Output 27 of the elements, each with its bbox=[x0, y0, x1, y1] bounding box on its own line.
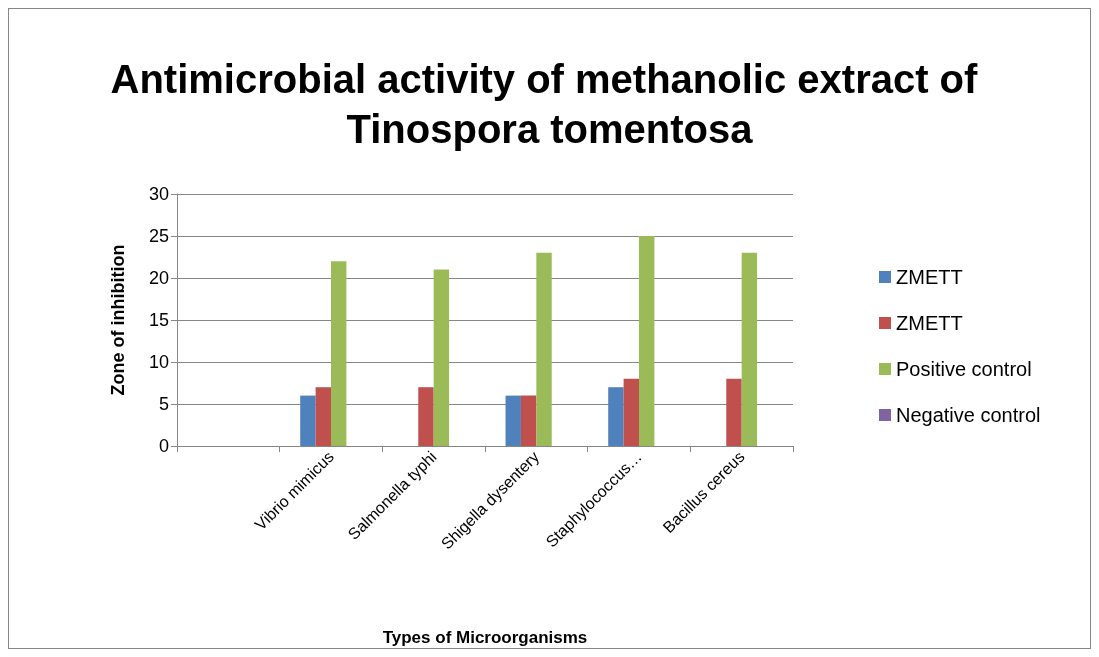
legend-label: Positive control bbox=[896, 358, 1032, 380]
chart-title: Antimicrobial activity of methanolic extract of Tinospora tomentosa bbox=[110, 57, 989, 151]
y-tick-label: 10 bbox=[148, 352, 169, 372]
bar bbox=[536, 252, 552, 446]
y-tick-label: 30 bbox=[148, 184, 169, 204]
bar bbox=[433, 269, 450, 446]
legend-label: ZMETT bbox=[896, 312, 963, 334]
bar bbox=[520, 395, 537, 446]
y-tick-label: 25 bbox=[148, 226, 169, 246]
bar bbox=[741, 252, 758, 446]
bar bbox=[623, 378, 639, 446]
x-axis-title: Types of Microorganisms bbox=[382, 628, 588, 647]
bar bbox=[315, 387, 331, 446]
legend-label: Negative control bbox=[896, 404, 1041, 426]
bar bbox=[726, 378, 742, 446]
bar bbox=[505, 395, 521, 446]
legend-label: ZMETT bbox=[896, 266, 963, 288]
bar bbox=[608, 387, 624, 446]
bar bbox=[300, 395, 316, 446]
y-axis-title: Zone of inhibition bbox=[108, 244, 128, 396]
y-tick-label: 5 bbox=[158, 394, 169, 414]
y-tick-label: 15 bbox=[148, 310, 169, 330]
bar bbox=[418, 387, 434, 446]
bar bbox=[331, 261, 347, 446]
y-tick-label: 0 bbox=[158, 436, 169, 456]
bar bbox=[639, 236, 655, 446]
y-tick-label: 20 bbox=[148, 268, 169, 288]
